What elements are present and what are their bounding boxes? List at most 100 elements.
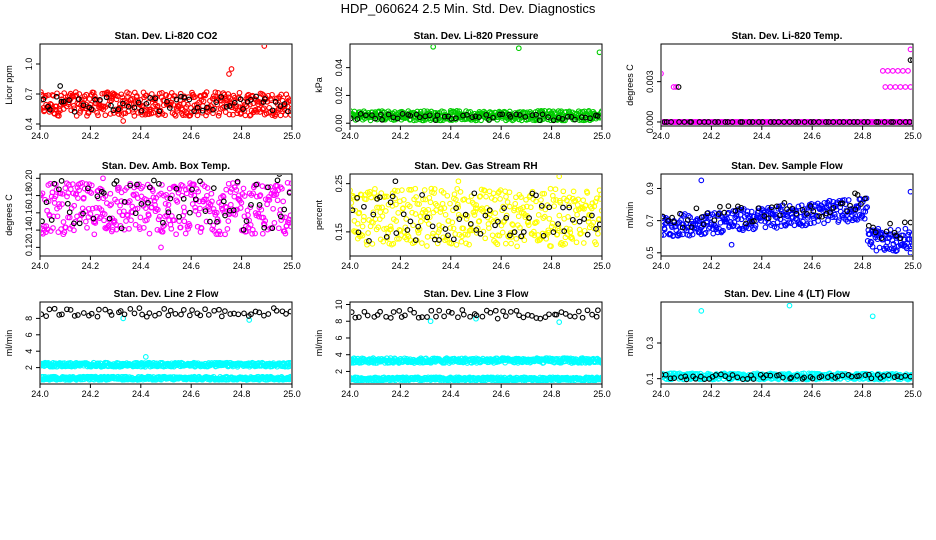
data-point [562,241,569,247]
data-point [533,315,540,321]
data-point [514,243,520,250]
y-tick-label: 0.02 [334,87,344,105]
data-point [162,200,169,207]
data-point [662,226,668,233]
data-point [598,376,601,383]
x-tick-label: 24.4 [132,389,150,399]
data-point [76,187,82,194]
data-point [220,198,227,205]
data-point [739,119,746,125]
data-point [662,213,666,220]
data-point [561,228,568,234]
x-tick-label: 25.0 [593,131,611,141]
data-point [407,306,414,313]
x-tick-label: 25.0 [593,389,611,399]
data-point [257,192,264,198]
data-point [385,111,392,118]
data-point [433,313,439,320]
data-point [261,96,268,102]
data-point [223,186,230,193]
data-point [363,112,369,119]
data-point [278,217,285,223]
series-1 [351,175,601,250]
x-tick-label: 24.8 [854,389,872,399]
data-point [748,208,755,215]
data-point [75,96,82,102]
data-point [256,309,263,316]
data-point-outlier [887,84,894,90]
data-point [132,210,139,217]
data-point [566,194,573,201]
data-point [379,116,385,123]
data-point [285,217,291,223]
data-point [768,204,775,211]
data-point [147,95,154,101]
data-point [508,240,514,247]
y-tick-label: 0.3 [645,337,655,350]
data-point [456,216,463,222]
data-point [467,313,473,320]
data-point [351,207,356,214]
data-point [598,359,601,366]
data-point [85,110,92,116]
data-point [795,203,802,210]
y-tick-label: 0.4 [24,118,34,131]
data-point-outlier [882,84,889,90]
plot-frame [39,43,293,127]
plot-frame [39,173,293,257]
data-point [130,191,137,198]
data-point [234,110,241,117]
data-point [56,186,62,193]
data-point [578,230,584,237]
data-point [139,184,146,190]
data-point [194,104,201,111]
data-point [105,222,112,229]
data-point [199,109,206,116]
points-layer [662,46,912,125]
data-point [189,186,195,193]
series-2 [662,57,912,125]
data-point [64,306,70,313]
data-point [69,181,76,187]
data-point [431,186,438,192]
data-point [53,93,60,100]
data-point [156,213,163,220]
data-point [864,204,871,210]
data-point [156,180,162,187]
data-point [248,311,254,318]
x-tick-label: 24.0 [341,389,359,399]
data-point [354,116,361,122]
data-point [179,182,186,189]
data-point [153,195,160,201]
data-point [198,225,205,232]
x-tick-label: 24.2 [392,389,410,399]
data-point [143,313,150,320]
data-point [815,218,822,224]
data-point [502,313,509,319]
data-point [873,247,880,254]
data-point [113,178,120,184]
y-tick-label: 0.04 [334,59,344,77]
data-point [464,111,470,118]
y-tick-label: 0.15 [334,223,344,241]
data-point [550,197,557,203]
data-point [59,191,66,197]
data-point [100,190,107,196]
y-tick-label: 0.20 [24,170,34,188]
series-2 [351,315,601,383]
data-point [576,218,583,225]
data-point [115,106,122,113]
data-point-outlier [515,45,522,52]
data-point [756,119,762,125]
data-point [218,94,225,100]
data-point [281,103,287,110]
data-point [762,224,769,231]
data-point [361,203,367,210]
series-1 [351,355,601,366]
data-point [428,185,435,192]
data-point [143,92,150,99]
data-point [165,312,172,319]
data-point [844,208,851,215]
data-point [573,239,580,246]
